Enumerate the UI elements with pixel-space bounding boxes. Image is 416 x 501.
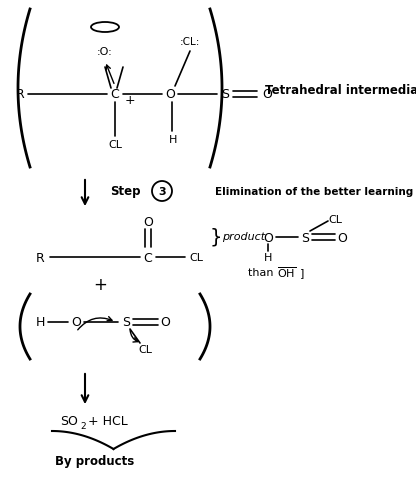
Text: O: O xyxy=(143,215,153,228)
Text: O: O xyxy=(262,88,272,101)
Text: CL: CL xyxy=(138,344,152,354)
Text: $\overline{\mathrm{OH}}$: $\overline{\mathrm{OH}}$ xyxy=(277,265,296,280)
Text: than: than xyxy=(248,268,277,278)
Text: SO: SO xyxy=(60,415,78,428)
Text: S: S xyxy=(122,316,130,329)
Text: 2: 2 xyxy=(80,422,86,431)
Text: O: O xyxy=(165,88,175,101)
Text: R: R xyxy=(16,88,25,101)
Text: C: C xyxy=(111,88,119,101)
Text: S: S xyxy=(301,231,309,244)
Text: ]: ] xyxy=(300,268,305,278)
Text: CL: CL xyxy=(328,214,342,224)
Text: 3: 3 xyxy=(158,187,166,196)
Text: CL: CL xyxy=(189,253,203,263)
Text: H: H xyxy=(169,135,177,145)
Text: H: H xyxy=(264,253,272,263)
Text: Step: Step xyxy=(110,185,141,198)
Text: +: + xyxy=(93,276,107,294)
Text: :O:: :O: xyxy=(97,47,113,57)
Text: C: C xyxy=(144,251,152,264)
Text: O: O xyxy=(263,231,273,244)
Text: product: product xyxy=(222,231,265,241)
Text: CL: CL xyxy=(108,140,122,150)
Text: O: O xyxy=(71,316,81,329)
Text: S: S xyxy=(221,88,229,101)
Text: + HCL: + HCL xyxy=(88,415,128,428)
Text: O: O xyxy=(160,316,170,329)
Text: R: R xyxy=(36,251,45,264)
Text: :CL:: :CL: xyxy=(180,37,200,47)
Text: By products: By products xyxy=(55,454,135,467)
Text: +: + xyxy=(125,93,135,106)
Text: O: O xyxy=(337,231,347,244)
Text: Tetrahedral intermediate: Tetrahedral intermediate xyxy=(265,83,416,96)
Text: Elimination of the better learning group: Elimination of the better learning group xyxy=(215,187,416,196)
Text: H: H xyxy=(35,316,45,329)
Text: }: } xyxy=(210,227,223,246)
